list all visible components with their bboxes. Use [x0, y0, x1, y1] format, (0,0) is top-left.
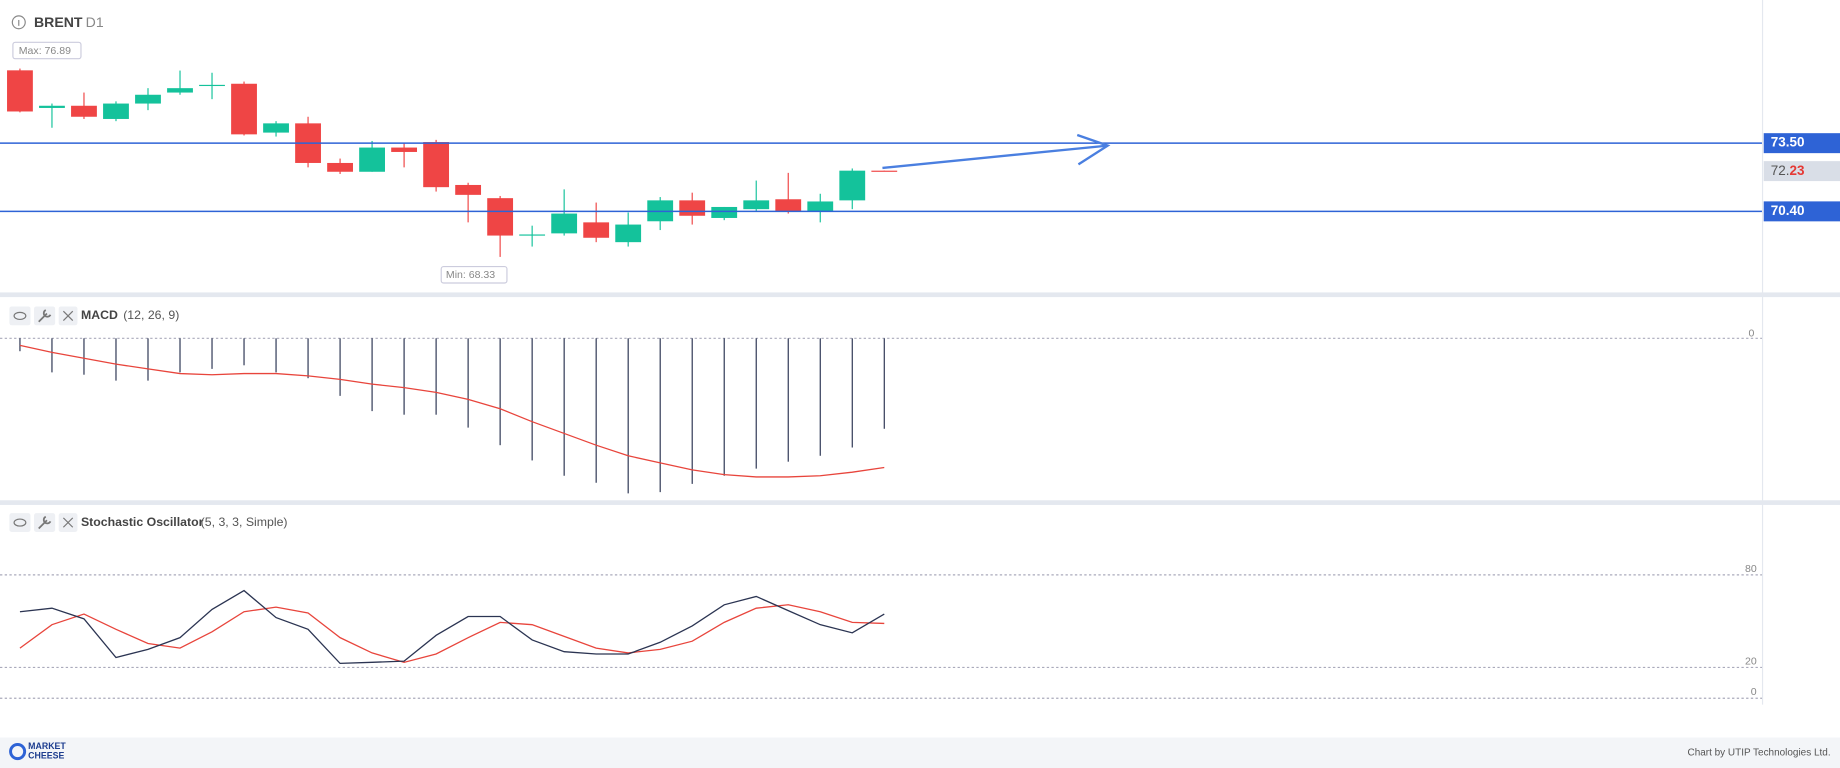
candle-body: [359, 147, 385, 172]
candle-body: [199, 84, 225, 87]
candle-body: [263, 123, 289, 133]
candle-body: [871, 170, 898, 172]
candle-body: [423, 142, 450, 188]
eye-icon: [13, 311, 27, 320]
arrow-shaft: [882, 144, 1108, 170]
info-icon[interactable]: [11, 15, 26, 30]
candle-body: [583, 222, 610, 238]
candle-body: [7, 70, 33, 112]
candle-body: [679, 200, 706, 216]
candle-body: [71, 105, 97, 117]
logo-icon: [9, 743, 27, 761]
min-box: [440, 265, 508, 284]
close-icon: [62, 310, 74, 322]
candle-body: [327, 162, 353, 172]
candle-body: [839, 170, 866, 201]
max-box: [12, 41, 82, 60]
pane-separator: [0, 500, 1840, 505]
signal-line: [19, 344, 885, 478]
candle-body: [103, 103, 129, 119]
credit: Chart by UTIP Technologies Ltd.: [1688, 747, 1831, 758]
pane-separator: [0, 292, 1840, 298]
candle-body: [807, 201, 834, 212]
min-label: Min: 68.33: [446, 269, 495, 281]
indicator-params: (12, 26, 9): [123, 308, 179, 322]
level-box: [1763, 201, 1840, 222]
candle-body: [775, 199, 802, 212]
timeframe: D1: [86, 14, 104, 30]
candle-body: [711, 206, 738, 218]
zero-label: 0: [1748, 327, 1754, 339]
wrench-icon: [38, 515, 52, 530]
band-label: 20: [1745, 655, 1757, 667]
k-line: [19, 589, 885, 665]
last-price-box: [1763, 161, 1840, 182]
wrench-icon: [38, 309, 52, 323]
band-label: 0: [1751, 686, 1757, 698]
candle-body: [487, 198, 514, 236]
indicator-title: MACD: [81, 308, 118, 322]
level-box: [1763, 133, 1840, 154]
arrow-head: [1076, 133, 1111, 166]
candle-body: [455, 184, 482, 195]
footer: [0, 737, 1840, 768]
level-label: 70.40: [1771, 203, 1805, 218]
candle-body: [231, 83, 257, 135]
candle-body: [743, 200, 770, 210]
max-label: Max: 76.89: [19, 45, 71, 57]
candle-body: [39, 105, 65, 108]
eye-button[interactable]: [9, 306, 31, 326]
indicator-params: (5, 3, 3, Simple): [201, 515, 288, 529]
close-icon: [62, 517, 74, 528]
trend-arrow: [882, 133, 1111, 170]
indicator-title: Stochastic Oscillator: [81, 515, 204, 529]
d-line: [19, 604, 885, 663]
candle-body: [135, 94, 161, 104]
candle-body: [519, 234, 546, 236]
candle-body: [391, 147, 418, 152]
level-label: 73.50: [1771, 135, 1805, 150]
logo-text: MARKET: [28, 741, 66, 751]
last-price-label: 72.23: [1771, 163, 1805, 178]
band-label: 80: [1745, 563, 1757, 575]
candle-body: [615, 224, 642, 243]
symbol: BRENT: [34, 14, 83, 30]
eye-icon: [13, 518, 27, 527]
logo-text: CHEESE: [28, 751, 64, 761]
eye-button[interactable]: [9, 513, 31, 532]
candle-body: [167, 88, 193, 93]
candle-body: [551, 213, 578, 234]
